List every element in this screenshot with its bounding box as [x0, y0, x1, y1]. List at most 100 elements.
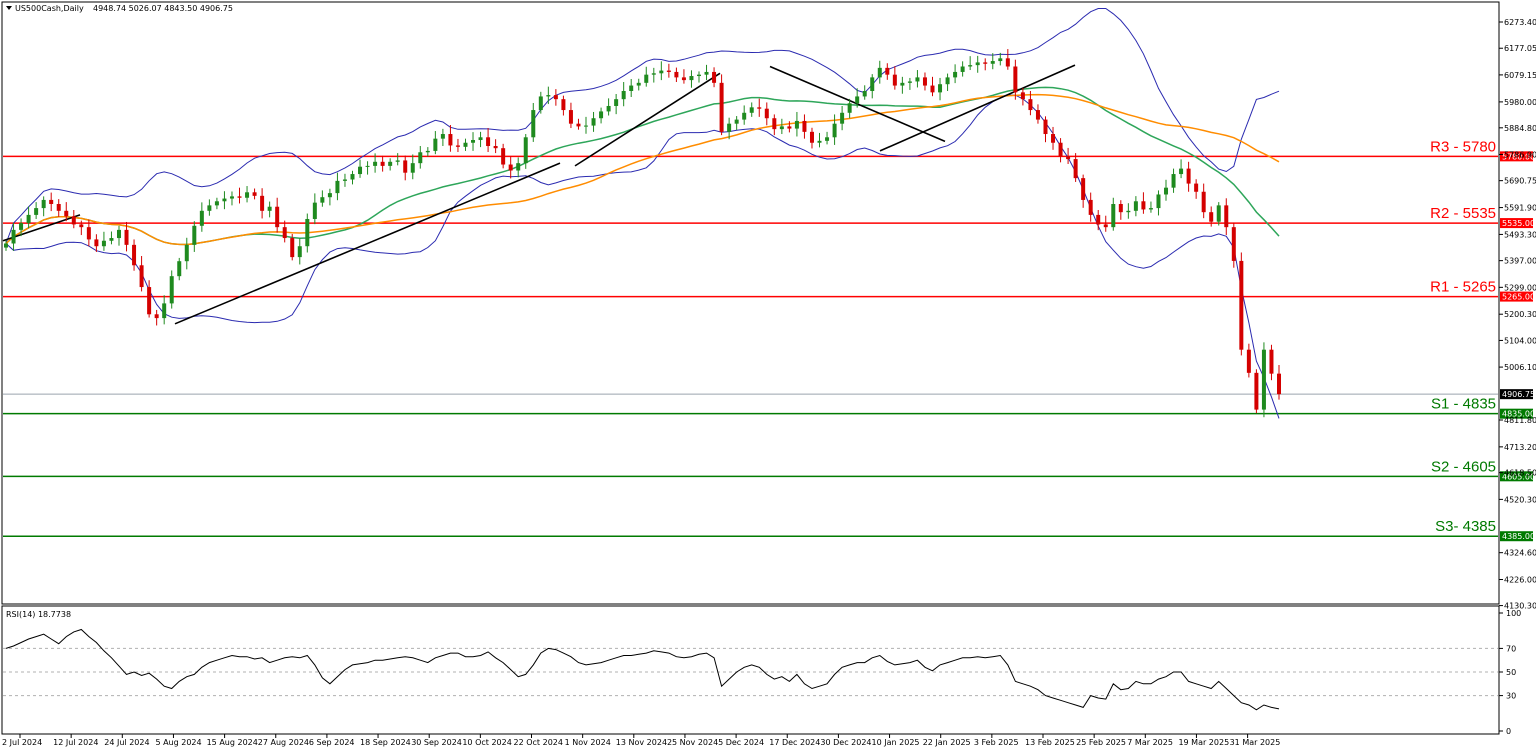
candle-body: [1186, 168, 1191, 184]
level-price-tag-label: 4385.00: [1502, 532, 1535, 541]
candle-body: [900, 82, 905, 86]
current-price-tag: [1500, 389, 1533, 400]
trendline: [2, 214, 81, 242]
candle-body: [463, 142, 468, 147]
candle-body: [1194, 183, 1199, 192]
candle-body: [1164, 187, 1169, 195]
candle-body: [990, 61, 995, 64]
candle-body: [772, 118, 777, 130]
candle-body: [252, 192, 257, 196]
price-tick-label: 5493.30: [1504, 230, 1536, 239]
candle-body: [433, 138, 438, 151]
level-label: S3- 4385: [1435, 518, 1496, 535]
rsi-tick-label: 70: [1506, 644, 1516, 653]
candle-body: [885, 67, 890, 75]
candle-body: [1277, 373, 1281, 395]
level-price-tag-label: 4835.00: [1502, 410, 1535, 419]
price-tick-label: 5980.00: [1504, 98, 1536, 107]
candle-body: [471, 140, 476, 143]
price-tick-label: 5006.10: [1504, 363, 1536, 372]
bollinger-upper-band: [5, 8, 1280, 244]
candle-body: [493, 146, 498, 149]
candle-body: [237, 196, 242, 198]
candle-body: [1269, 349, 1274, 374]
candle-body: [794, 120, 799, 129]
candle-body: [1179, 168, 1184, 175]
level-price-tag: [1500, 291, 1533, 302]
candle-body: [614, 99, 619, 106]
candle-body: [222, 198, 227, 202]
candle-body: [742, 112, 747, 120]
candle-body: [1111, 204, 1116, 228]
candle-body: [1051, 134, 1056, 143]
candle-body: [1103, 224, 1108, 228]
candle-body: [1043, 119, 1048, 135]
candle-body: [809, 131, 814, 143]
date-tick-label: 7 Mar 2025: [1127, 738, 1173, 747]
date-tick-label: 10 Jan 2025: [872, 738, 920, 747]
candle-body: [1035, 110, 1040, 120]
candle-body: [64, 210, 69, 217]
candle-body: [953, 71, 958, 78]
trendline: [879, 64, 1076, 152]
candle-body: [644, 74, 649, 83]
candle-body: [1058, 142, 1063, 157]
candle-body: [109, 238, 114, 241]
support-resistance-levels: 4906.75 R3 - 5780 5780.00 R2 - 5535 5535.00 R…: [3, 138, 1535, 542]
candle-body: [1261, 349, 1266, 410]
candle-body: [358, 166, 363, 175]
candle-body: [455, 145, 460, 147]
candle-body: [395, 160, 400, 162]
level-price-tag-label: 5265.00: [1502, 293, 1535, 302]
ohlc-label: 4948.74 5026.07 4843.50 4906.75: [93, 4, 233, 13]
candle-body: [531, 110, 536, 138]
level-label: R3 - 5780: [1430, 138, 1496, 155]
date-tick-label: 3 Feb 2025: [974, 738, 1019, 747]
price-tick-label: 6079.15: [1504, 71, 1536, 80]
candle-body: [41, 199, 46, 209]
date-tick-label: 12 Jul 2024: [53, 738, 98, 747]
candle-body: [621, 91, 626, 100]
candle-body: [207, 205, 212, 211]
candle-body: [546, 95, 551, 97]
level-label: R1 - 5265: [1430, 279, 1496, 296]
candle-body: [674, 71, 679, 78]
candle-body: [373, 161, 378, 166]
candle-body: [101, 240, 106, 247]
level-price-tag: [1500, 218, 1533, 229]
candle-body: [4, 243, 8, 248]
price-tick-label: 5786.90: [1504, 150, 1536, 159]
candle-body: [342, 179, 347, 181]
candle-body: [282, 227, 287, 239]
sma-orange-line: [5, 93, 1280, 246]
candle-body: [945, 77, 950, 85]
candle-body: [727, 123, 732, 132]
candle-body: [1005, 58, 1010, 67]
candle-body: [599, 111, 604, 119]
candle-body: [576, 123, 581, 127]
candle-body: [448, 134, 453, 146]
candle-body: [666, 70, 671, 72]
candle-body: [922, 77, 927, 86]
date-tick-label: 15 Aug 2024: [207, 738, 258, 747]
level-label: S2 - 4605: [1431, 458, 1496, 475]
candle-body: [1224, 205, 1229, 228]
candle-body: [584, 125, 589, 127]
collapse-triangle-icon[interactable]: [6, 6, 12, 10]
candle-body: [855, 96, 860, 104]
candle-body: [11, 229, 16, 244]
candle-body: [877, 67, 882, 78]
candle-body: [553, 95, 558, 100]
price-tick-label: 4811.80: [1504, 416, 1536, 425]
main-pane-frame: [1, 1, 1500, 605]
candle-body: [840, 112, 845, 124]
candle-body: [486, 137, 491, 147]
candle-body: [1020, 92, 1025, 100]
candle-body: [1028, 99, 1033, 111]
price-tick-label: 5104.00: [1504, 336, 1536, 345]
candle-body: [938, 84, 943, 93]
candle-body: [629, 85, 634, 92]
candle-body: [305, 218, 310, 247]
date-tick-label: 22 Oct 2024: [514, 738, 563, 747]
